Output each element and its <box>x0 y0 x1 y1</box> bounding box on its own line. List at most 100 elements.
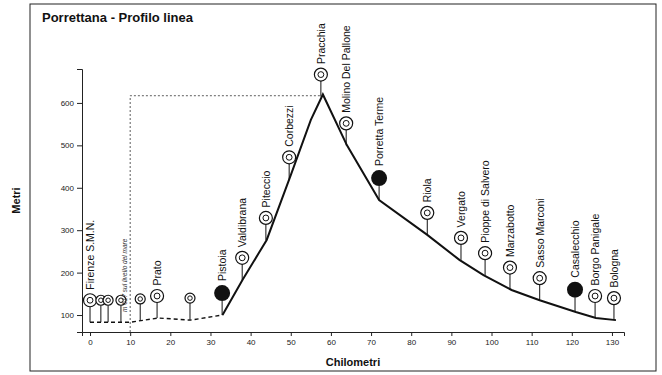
x-tick: 0 <box>88 332 93 347</box>
plot-area <box>90 94 616 332</box>
station-label: Piteccio <box>260 171 272 208</box>
x-tick: 80 <box>407 332 416 347</box>
station <box>314 68 327 97</box>
station-marker-inner <box>87 297 93 303</box>
x-tick: 130 <box>606 332 620 347</box>
x-tick-label: 50 <box>287 338 296 347</box>
x-tick: 10 <box>126 332 135 347</box>
y-tick: 600 <box>61 99 82 108</box>
station-marker-inner <box>318 72 324 78</box>
title: Porrettana - Profilo linea <box>42 10 194 25</box>
station-marker <box>503 261 516 274</box>
x-tick: 100 <box>485 332 499 347</box>
y-tick: 100 <box>61 311 82 320</box>
x-tick-mark <box>371 332 372 336</box>
station-label: Prato <box>151 260 163 285</box>
station-label: Firenze S.M.N. <box>84 220 96 290</box>
x-tick-mark <box>492 332 493 336</box>
station-marker-inner <box>424 210 430 216</box>
station-marker <box>371 170 387 186</box>
x-axis-line <box>83 333 625 337</box>
station-stalk <box>379 186 380 200</box>
station-marker-inner <box>106 298 111 303</box>
y-tick-mark <box>77 230 82 231</box>
station-marker-inner <box>188 296 193 301</box>
x-tick-mark <box>291 332 292 336</box>
x-tick: 40 <box>247 332 256 347</box>
station-label: Corbezzi <box>283 105 295 146</box>
station-stalk <box>90 307 91 323</box>
station-marker-inner <box>611 295 617 301</box>
station <box>214 285 230 315</box>
station <box>479 247 492 275</box>
station-stalk <box>222 301 223 315</box>
station-label: Riola <box>421 178 433 202</box>
station-label: Porretta Terme <box>373 97 385 166</box>
station-stalk <box>108 305 109 322</box>
station-marker <box>314 68 327 81</box>
x-tick-label: 40 <box>247 338 256 347</box>
station-marker <box>340 117 353 130</box>
station-labels: Firenze S.M.N.PratoPistoiaValdibranaPite… <box>84 23 620 290</box>
x-tick-mark <box>451 332 452 336</box>
station-marker-inner <box>263 215 269 221</box>
station-stalk <box>595 303 596 319</box>
profile-line <box>90 315 222 322</box>
station-marker <box>236 251 249 264</box>
station-marker-inner <box>239 255 245 261</box>
y-tick-mark <box>77 145 82 146</box>
y-tick-label: 600 <box>61 99 75 108</box>
station-marker-inner <box>99 298 104 303</box>
x-tick: 90 <box>447 332 456 347</box>
station-label: Pioppe di Salvero <box>479 160 491 242</box>
x-tick-mark <box>90 332 91 336</box>
station-marker-inner <box>482 250 488 256</box>
x-tick-label: 70 <box>367 338 376 347</box>
y-tick-label: 200 <box>61 269 75 278</box>
station <box>503 261 516 290</box>
station-label: Valdibrana <box>236 198 248 248</box>
x-tick-mark <box>612 332 613 336</box>
station-marker-inner <box>138 297 143 302</box>
station-stalk <box>320 81 321 97</box>
station-marker-inner <box>343 120 349 126</box>
station <box>236 251 249 280</box>
x-tick-mark <box>251 332 252 336</box>
frame <box>30 4 656 371</box>
x-tick-label: 80 <box>407 338 416 347</box>
station-stalk <box>346 130 347 146</box>
x-tick-label: 100 <box>485 338 499 347</box>
x-tick-label: 130 <box>606 338 620 347</box>
station <box>454 231 467 259</box>
x-tick-label: 60 <box>327 338 336 347</box>
station-label: Sasso Marconi <box>534 198 546 267</box>
station <box>533 272 546 301</box>
station-label: Casalecchio <box>569 220 581 277</box>
x-tick: 110 <box>526 332 539 347</box>
station-label: Pracchia <box>315 23 327 64</box>
station <box>589 290 602 319</box>
y-tick-mark <box>77 188 82 189</box>
station-marker-inner <box>592 293 598 299</box>
station-stalk <box>427 219 428 235</box>
station <box>283 151 296 180</box>
station-label: Molino Del Pallone <box>340 25 352 113</box>
station-marker <box>135 294 145 304</box>
y-tick: 400 <box>61 184 82 193</box>
station-marker <box>589 290 602 303</box>
y-tick: 200 <box>61 269 82 278</box>
y-tick: 300 <box>61 226 82 235</box>
station-marker-inner <box>458 235 464 241</box>
station-marker <box>151 290 164 303</box>
station-marker <box>533 272 546 285</box>
x-axis-title: Chilometri <box>326 356 380 368</box>
station-marker-inner <box>154 293 160 299</box>
annotation: m 617 sul livello del mare <box>121 238 128 312</box>
x-tick: 70 <box>367 332 376 347</box>
station-stalk <box>157 303 158 319</box>
x-tick: 30 <box>207 332 216 347</box>
x-tick: 120 <box>566 332 580 347</box>
station-stalk <box>189 303 190 320</box>
station-stalk <box>265 224 266 240</box>
x-tick-mark <box>170 332 171 336</box>
